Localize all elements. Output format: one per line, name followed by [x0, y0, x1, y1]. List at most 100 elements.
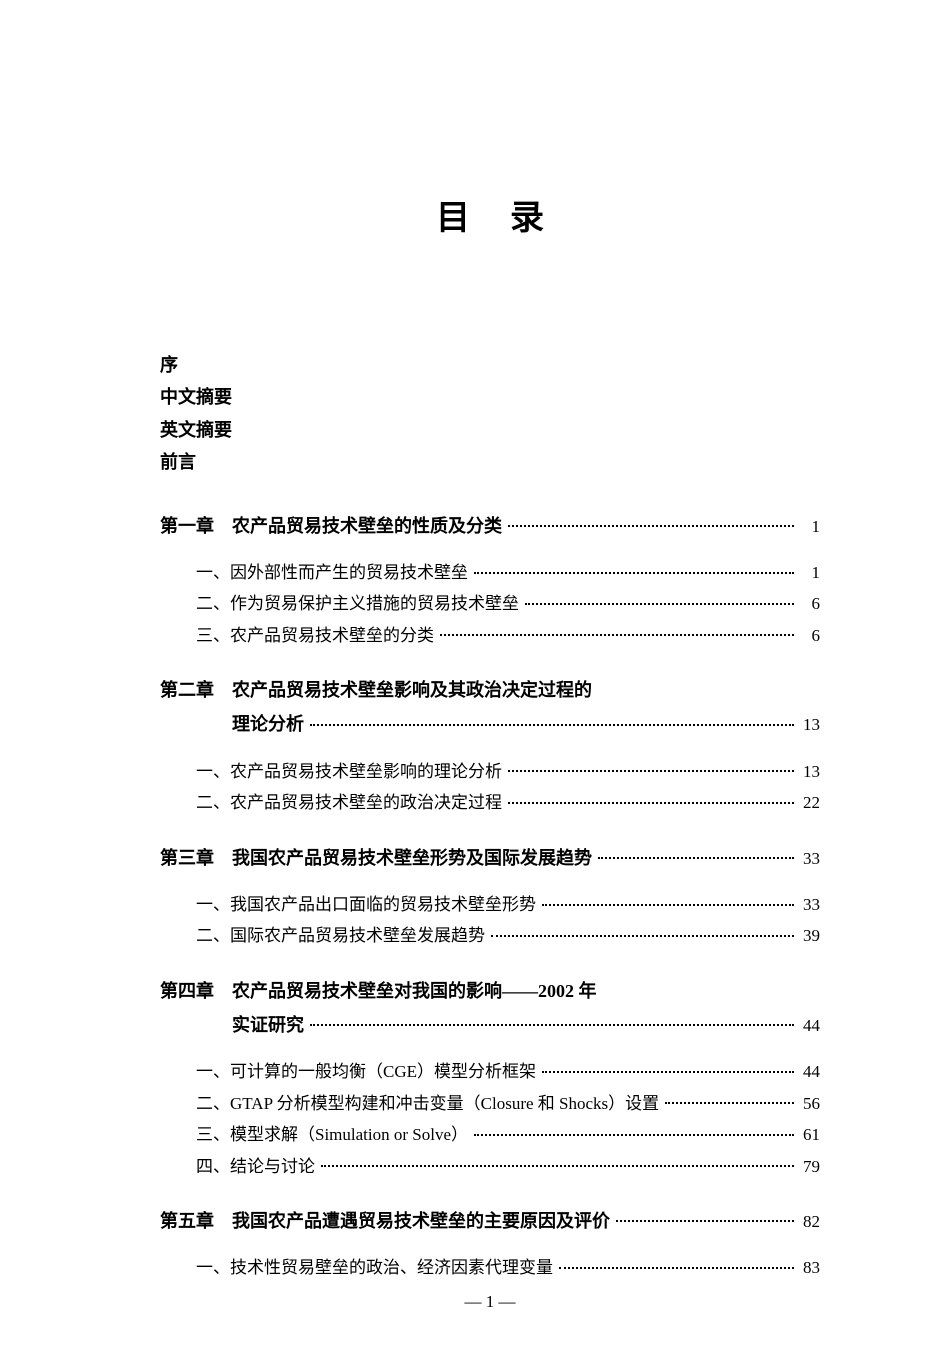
- section-entry: 二、 GTAP 分析模型构建和冲击变量（Closure 和 Shocks）设置 …: [196, 1088, 820, 1119]
- page-footer: — 1 —: [160, 1292, 820, 1312]
- chapter-block: 第五章 我国农产品遭遇贸易技术壁垒的主要原因及评价 82 一、 技术性贸易壁垒的…: [160, 1204, 820, 1284]
- chapter-heading: 第一章 农产品贸易技术壁垒的性质及分类 1: [160, 509, 820, 543]
- leader-dots: [474, 1134, 794, 1136]
- section-entry: 四、 结论与讨论 79: [196, 1151, 820, 1182]
- section-entry: 三、 模型求解（Simulation or Solve） 61: [196, 1119, 820, 1150]
- section-label: 二、: [196, 787, 230, 818]
- chapter-label: 第三章: [160, 841, 214, 875]
- section-label: 三、: [196, 620, 230, 651]
- leader-dots: [491, 935, 794, 937]
- chapter-label: 第五章: [160, 1204, 214, 1238]
- section-entry: 二、 作为贸易保护主义措施的贸易技术壁垒 6: [196, 588, 820, 619]
- section-entry: 一、 农产品贸易技术壁垒影响的理论分析 13: [196, 756, 820, 787]
- section-title: 因外部性而产生的贸易技术壁垒: [230, 557, 468, 588]
- chapter-title-cont: 理论分析: [232, 707, 304, 741]
- chapter-heading: 第三章 我国农产品贸易技术壁垒形势及国际发展趋势 33: [160, 841, 820, 875]
- section-entry: 一、 因外部性而产生的贸易技术壁垒 1: [196, 557, 820, 588]
- chapter-title: 农产品贸易技术壁垒的性质及分类: [232, 509, 502, 543]
- leader-dots: [542, 904, 794, 906]
- section-entry: 二、 国际农产品贸易技术壁垒发展趋势 39: [196, 920, 820, 951]
- leader-dots: [598, 857, 794, 859]
- leader-dots: [310, 1024, 794, 1026]
- chapter-block: 第一章 农产品贸易技术壁垒的性质及分类 1 一、 因外部性而产生的贸易技术壁垒 …: [160, 509, 820, 652]
- section-title: 农产品贸易技术壁垒影响的理论分析: [230, 756, 502, 787]
- front-item: 序: [160, 349, 820, 381]
- page-number: 6: [800, 588, 820, 619]
- section-label: 一、: [196, 557, 230, 588]
- page-number: 39: [800, 920, 820, 951]
- page-number: 13: [800, 756, 820, 787]
- section-label: 二、: [196, 1088, 230, 1119]
- page-number: 56: [800, 1088, 820, 1119]
- chapter-heading: 第二章 农产品贸易技术壁垒影响及其政治决定过程的: [160, 673, 820, 707]
- page-number: 6: [800, 620, 820, 651]
- section-title: 农产品贸易技术壁垒的分类: [230, 620, 434, 651]
- leader-dots: [440, 634, 794, 636]
- section-entry: 二、 农产品贸易技术壁垒的政治决定过程 22: [196, 787, 820, 818]
- front-item: 中文摘要: [160, 381, 820, 413]
- leader-dots: [559, 1267, 794, 1269]
- section-label: 二、: [196, 920, 230, 951]
- chapter-title: 我国农产品遭遇贸易技术壁垒的主要原因及评价: [232, 1204, 610, 1238]
- page-number: 13: [800, 709, 820, 741]
- chapter-block: 第二章 农产品贸易技术壁垒影响及其政治决定过程的 理论分析 13 一、 农产品贸…: [160, 673, 820, 818]
- page-number: 61: [800, 1119, 820, 1150]
- chapter-block: 第三章 我国农产品贸易技术壁垒形势及国际发展趋势 33 一、 我国农产品出口面临…: [160, 841, 820, 952]
- section-label: 一、: [196, 1056, 230, 1087]
- leader-dots: [665, 1102, 794, 1104]
- section-entry: 一、 技术性贸易壁垒的政治、经济因素代理变量 83: [196, 1252, 820, 1283]
- page-number: 44: [800, 1010, 820, 1042]
- section-label: 一、: [196, 1252, 230, 1283]
- leader-dots: [508, 770, 794, 772]
- chapter-title-cont: 实证研究: [232, 1008, 304, 1042]
- page-title: 目录: [160, 190, 820, 239]
- chapter-heading-cont: 理论分析 13: [160, 707, 820, 741]
- leader-dots: [508, 802, 794, 804]
- chapter-title: 农产品贸易技术壁垒对我国的影响——2002 年: [232, 974, 597, 1008]
- leader-dots: [321, 1165, 794, 1167]
- section-title: 作为贸易保护主义措施的贸易技术壁垒: [230, 588, 519, 619]
- page-number: 33: [800, 843, 820, 875]
- chapter-title: 我国农产品贸易技术壁垒形势及国际发展趋势: [232, 841, 592, 875]
- leader-dots: [525, 603, 794, 605]
- page-number: 83: [800, 1252, 820, 1283]
- page-number: 22: [800, 787, 820, 818]
- chapter-title: 农产品贸易技术壁垒影响及其政治决定过程的: [232, 673, 592, 707]
- leader-dots: [474, 572, 794, 574]
- chapter-block: 第四章 农产品贸易技术壁垒对我国的影响——2002 年 实证研究 44 一、 可…: [160, 974, 820, 1182]
- section-title: 技术性贸易壁垒的政治、经济因素代理变量: [230, 1252, 553, 1283]
- page-number: 1: [800, 511, 820, 543]
- section-label: 四、: [196, 1151, 230, 1182]
- chapter-heading: 第四章 农产品贸易技术壁垒对我国的影响——2002 年: [160, 974, 820, 1008]
- chapter-label: 第四章: [160, 974, 214, 1008]
- chapter-label: 第二章: [160, 673, 214, 707]
- section-entry: 一、 我国农产品出口面临的贸易技术壁垒形势 33: [196, 889, 820, 920]
- leader-dots: [310, 724, 794, 726]
- page-number: 33: [800, 889, 820, 920]
- leader-dots: [616, 1220, 794, 1222]
- page-number: 82: [800, 1206, 820, 1238]
- chapter-heading: 第五章 我国农产品遭遇贸易技术壁垒的主要原因及评价 82: [160, 1204, 820, 1238]
- section-title: 我国农产品出口面临的贸易技术壁垒形势: [230, 889, 536, 920]
- section-entry: 一、 可计算的一般均衡（CGE）模型分析框架 44: [196, 1056, 820, 1087]
- section-title: 可计算的一般均衡（CGE）模型分析框架: [230, 1056, 536, 1087]
- section-title: 结论与讨论: [230, 1151, 315, 1182]
- toc-page: 目录 序 中文摘要 英文摘要 前言 第一章 农产品贸易技术壁垒的性质及分类 1 …: [0, 0, 950, 1352]
- leader-dots: [508, 525, 794, 527]
- page-number: 44: [800, 1056, 820, 1087]
- section-title: 农产品贸易技术壁垒的政治决定过程: [230, 787, 502, 818]
- section-entry: 三、 农产品贸易技术壁垒的分类 6: [196, 620, 820, 651]
- front-item: 前言: [160, 446, 820, 478]
- leader-dots: [542, 1071, 794, 1073]
- front-item: 英文摘要: [160, 414, 820, 446]
- page-number: 1: [800, 557, 820, 588]
- section-label: 三、: [196, 1119, 230, 1150]
- section-title: GTAP 分析模型构建和冲击变量（Closure 和 Shocks）设置: [230, 1088, 659, 1119]
- page-number: 79: [800, 1151, 820, 1182]
- section-title: 国际农产品贸易技术壁垒发展趋势: [230, 920, 485, 951]
- section-label: 一、: [196, 889, 230, 920]
- chapter-heading-cont: 实证研究 44: [160, 1008, 820, 1042]
- section-title: 模型求解（Simulation or Solve）: [230, 1119, 468, 1150]
- chapter-label: 第一章: [160, 509, 214, 543]
- front-matter: 序 中文摘要 英文摘要 前言: [160, 349, 820, 479]
